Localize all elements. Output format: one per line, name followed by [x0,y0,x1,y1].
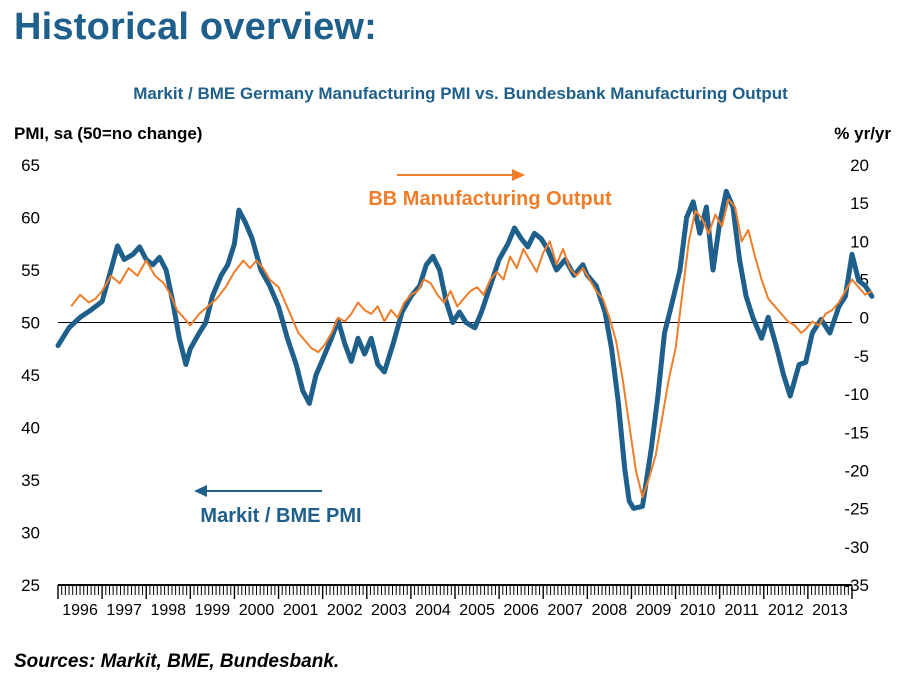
series-line-output [70,198,873,499]
x-tick-label: 2013 [812,602,848,619]
left-tick-label: 45 [21,366,40,385]
series-line-pmi [55,188,875,511]
x-tick-label: 2004 [415,602,451,619]
right-tick-label: -35 [844,576,869,595]
left-axis-unit: PMI, sa (50=no change) [14,124,203,143]
x-tick-label: 2002 [327,602,363,619]
left-tick-label: 40 [21,419,40,438]
left-tick-label: 60 [21,209,40,228]
right-tick-label: 15 [850,194,869,213]
x-tick-label: 2010 [680,602,716,619]
x-tick-label: 2012 [768,602,804,619]
page-heading: Historical overview: [14,6,378,48]
x-tick-label: 1997 [106,602,142,619]
sources-note: Sources: Markit, BME, Bundesbank. [14,651,340,672]
left-tick-label: 35 [21,471,40,490]
x-tick-label: 2005 [459,602,495,619]
x-tick-label: 2000 [239,602,275,619]
right-tick-label: 5 [860,271,869,290]
x-tick-label: 1999 [195,602,231,619]
x-tick-label: 2011 [725,602,760,619]
pmi-annotation: Markit / BME PMI [200,505,361,527]
x-tick-label: 1998 [150,602,186,619]
x-tick-label: 2003 [371,602,407,619]
right-tick-label: -20 [844,461,869,480]
left-tick-label: 55 [21,261,40,280]
left-tick-label: 65 [21,156,40,175]
right-axis-unit: % yr/yr [834,124,891,143]
x-tick-label: 1996 [62,602,98,619]
x-tick-label: 2008 [592,602,628,619]
right-tick-label: -10 [844,385,869,404]
x-tick-label: 2006 [503,602,539,619]
right-tick-label: 20 [850,156,869,175]
left-tick-label: 50 [21,314,40,333]
x-tick-label: 2001 [283,602,319,619]
right-tick-label: -15 [844,423,869,442]
right-tick-label: -5 [854,347,869,366]
output-arrow-head [512,169,525,181]
right-tick-label: 0 [860,309,869,328]
pmi-arrow-head [194,485,207,497]
x-tick-label: 2009 [636,602,672,619]
left-tick-label: 25 [21,576,40,595]
x-tick-label: 2007 [547,602,583,619]
right-tick-label: -25 [844,500,869,519]
right-tick-label: 10 [850,232,869,251]
left-tick-label: 30 [21,524,40,543]
right-tick-label: -30 [844,538,869,557]
chart-title: Markit / BME Germany Manufacturing PMI v… [133,84,788,103]
output-annotation: BB Manufacturing Output [368,188,612,210]
